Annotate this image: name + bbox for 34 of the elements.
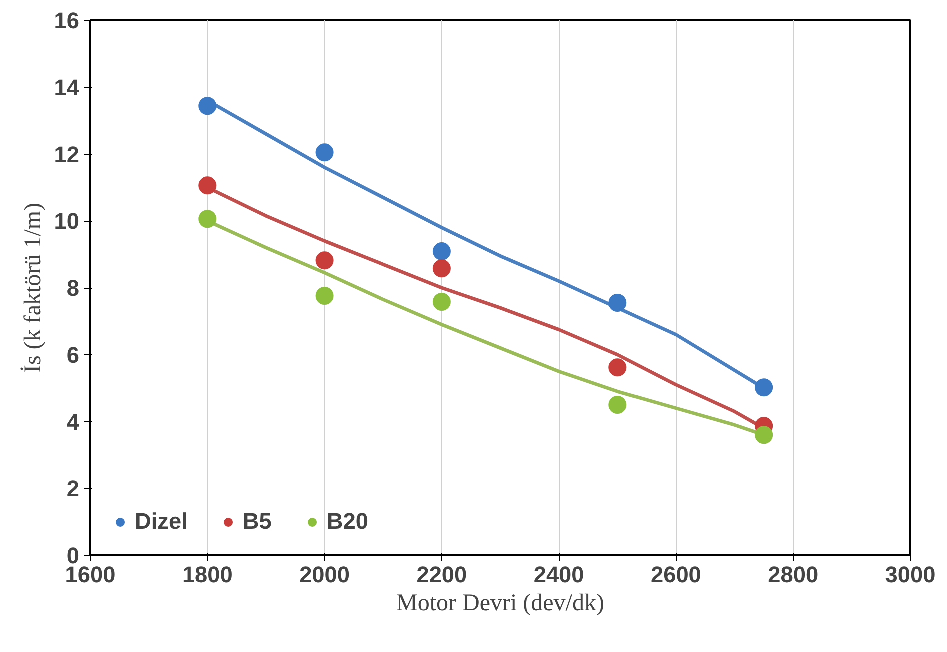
point: [432, 293, 451, 312]
x-tick-label: 2200: [416, 562, 468, 588]
point: [608, 294, 627, 312]
point: [755, 426, 774, 444]
y-axis-title: İs (k faktörü 1/m): [20, 203, 46, 373]
point: [608, 358, 627, 377]
x-tick-label: 2400: [534, 562, 584, 588]
point: [198, 97, 217, 116]
y-tick-label: 2: [66, 476, 80, 502]
x-tick-label: 2000: [300, 562, 350, 588]
point: [432, 242, 451, 261]
y-tick-label: 12: [54, 141, 80, 168]
x-tick-label: 2800: [768, 562, 819, 588]
point: [608, 396, 627, 414]
legend-label: B20: [326, 508, 368, 535]
y-tick-label: 14: [54, 74, 80, 100]
point: [316, 252, 334, 270]
y-tick-label: 16: [54, 8, 80, 34]
y-tick-label: 4: [66, 408, 80, 435]
point: [316, 287, 334, 306]
legend-label: B5: [242, 508, 272, 535]
point: [432, 260, 451, 278]
y-tick-label: 6: [66, 342, 80, 368]
point: [316, 144, 334, 162]
y-tick-label: 8: [66, 275, 80, 301]
y-tick-label: 10: [54, 208, 80, 234]
point: [198, 176, 217, 195]
x-axis-title: Motor Devri (dev/dk): [396, 590, 604, 616]
x-tick-label: 1800: [182, 562, 233, 588]
point: [755, 378, 774, 397]
x-tick-label: 3000: [885, 562, 936, 588]
legend-label: Dizel: [135, 508, 188, 535]
x-tick-label: 2600: [651, 562, 702, 588]
point: [198, 210, 217, 228]
